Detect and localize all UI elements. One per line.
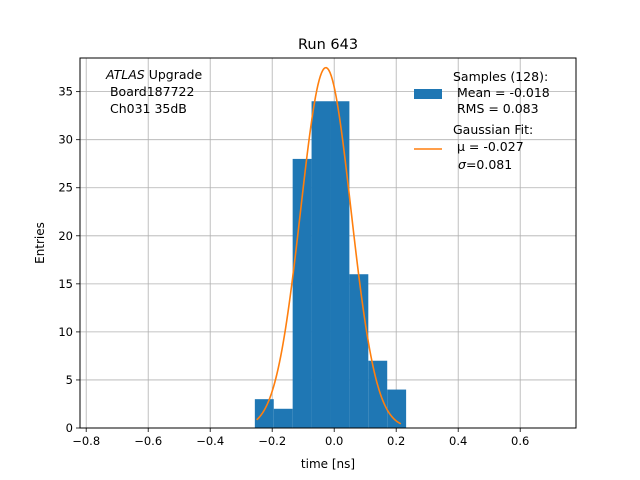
- x-tick-label: 0.2: [387, 434, 405, 448]
- histogram-bar: [330, 101, 350, 428]
- histogram-bar: [273, 408, 293, 428]
- legend-fit-line-1: Gaussian Fit:: [453, 122, 533, 137]
- histogram-bar: [387, 389, 407, 428]
- legend-sigma-symbol: σ: [458, 157, 467, 172]
- legend-sigma-value: =0.081: [466, 157, 512, 172]
- x-tick-label: 0.6: [511, 434, 529, 448]
- x-tick-label: −0.8: [72, 434, 100, 448]
- y-tick-label: 10: [58, 325, 73, 339]
- histogram-bar: [349, 274, 369, 428]
- histogram-bar: [368, 360, 388, 428]
- legend-samples-line-1: Samples (128):: [453, 69, 548, 84]
- legend-fit-line-3: σ=0.081: [458, 157, 512, 172]
- histogram-bar: [292, 158, 312, 428]
- x-tick-label: −0.6: [134, 434, 162, 448]
- chart-title: Run 643: [298, 37, 358, 53]
- x-axis-ticks: −0.8 −0.6 −0.4 −0.2 0.0 0.2 0.4 0.6: [72, 428, 529, 448]
- plot-frame: [79, 57, 577, 429]
- annotation-atlas: ATLAS: [105, 67, 145, 82]
- y-tick-label: 20: [58, 229, 73, 243]
- gaussian-fit-curve: [256, 66, 402, 425]
- legend-samples-line-2: Mean = -0.018: [453, 85, 550, 100]
- annotation-line-3: Ch031 35dB: [106, 101, 187, 116]
- y-tick-label: 5: [66, 373, 73, 387]
- legend-samples-line-3: RMS = 0.083: [453, 101, 539, 116]
- x-axis-label: time [ns]: [301, 457, 355, 471]
- annotation-block: ATLAS Upgrade Board187722 Ch031 35dB: [105, 67, 202, 116]
- y-axis-label: Entries: [33, 222, 47, 264]
- legend-fit-line-2: μ = -0.027: [453, 139, 524, 154]
- annotation-line-1: ATLAS Upgrade: [105, 67, 202, 82]
- x-tick-label: −0.2: [258, 434, 286, 448]
- y-tick-label: 30: [58, 133, 73, 147]
- annotation-line-2: Board187722: [106, 84, 194, 99]
- y-axis-ticks: 0 5 10 15 20 25 30 35: [58, 85, 80, 435]
- histogram-bar: [311, 101, 331, 428]
- histogram-bar: [254, 399, 274, 428]
- y-tick-label: 0: [66, 421, 73, 435]
- y-tick-label: 35: [58, 85, 73, 99]
- y-tick-label: 25: [58, 181, 73, 195]
- legend: Samples (128): Mean = -0.018 RMS = 0.083…: [414, 69, 550, 172]
- x-tick-label: 0.0: [325, 434, 343, 448]
- y-tick-label: 15: [58, 277, 73, 291]
- x-tick-label: −0.4: [196, 434, 224, 448]
- x-tick-label: 0.4: [449, 434, 467, 448]
- histogram-bars: [254, 101, 407, 428]
- legend-samples-patch: [414, 89, 442, 99]
- annotation-upgrade: Upgrade: [145, 67, 203, 82]
